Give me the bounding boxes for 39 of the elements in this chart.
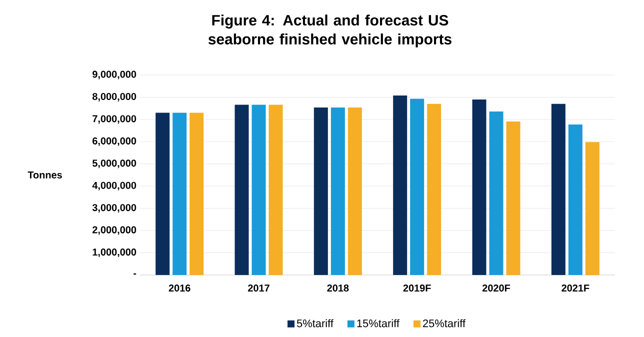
- bar: [252, 104, 266, 275]
- bar: [393, 95, 408, 275]
- x-tick-label: 2016: [168, 284, 190, 292]
- bar: [427, 104, 442, 275]
- y-tick-label: 3,000,000: [92, 204, 136, 213]
- bar: [472, 99, 486, 275]
- y-tick-label: 4,000,000: [92, 182, 136, 190]
- bar: [330, 107, 345, 275]
- legend-label: 15%tariff: [357, 319, 400, 328]
- legend-label: 25%tariff: [423, 319, 466, 328]
- x-tick-label: 2017: [248, 284, 270, 292]
- y-axis-title: Tonnes: [28, 172, 62, 178]
- bar: [314, 107, 328, 275]
- bar: [506, 121, 520, 275]
- x-tick-label: 2018: [327, 284, 349, 292]
- bar: [172, 112, 187, 275]
- bar: [234, 104, 249, 275]
- y-tick-label: 2,000,000: [92, 226, 136, 235]
- chart-title: Figure 4: Actual and forecast US seaborne finished vehicle imports: [208, 14, 452, 48]
- x-tick-label: 2021F: [562, 284, 590, 292]
- legend-label: 5%tariff: [296, 319, 334, 328]
- y-tick-label: 7,000,000: [92, 115, 136, 124]
- y-tick-label: 1,000,000: [92, 248, 136, 258]
- bar: [585, 142, 600, 275]
- y-tick-label: 8,000,000: [92, 92, 136, 102]
- y-tick-label: -: [134, 273, 136, 275]
- bar: [410, 98, 424, 275]
- x-tick-label: 2019F: [403, 284, 431, 292]
- y-tick-label: 6,000,000: [92, 137, 136, 146]
- bar: [551, 104, 566, 275]
- x-tick-label: 2020F: [482, 284, 510, 292]
- bar: [268, 104, 283, 275]
- bar: [190, 112, 204, 275]
- y-tick-label: 5,000,000: [92, 160, 136, 168]
- bar: [489, 111, 504, 275]
- bar: [156, 112, 170, 275]
- bar: [348, 107, 362, 275]
- y-tick-label: 9,000,000: [92, 70, 136, 80]
- bar: [568, 124, 582, 275]
